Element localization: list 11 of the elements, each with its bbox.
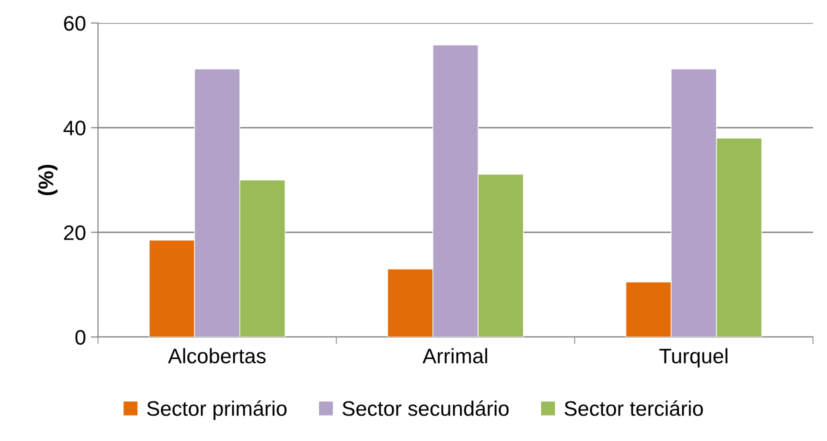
x-tick-label: Turquel [659,348,728,368]
y-tick-label: 60 [64,16,86,31]
x-tick-label: Arrimal [422,348,488,364]
legend-label: Sector primário [147,400,287,420]
legend-label: Sector terciário [564,400,703,416]
y-tick-label: 20 [64,225,86,240]
y-tick-label: 0 [75,330,86,345]
y-tick-label: 40 [64,120,86,136]
y-axis-title: (%) [38,164,58,196]
x-tick-label: Alcobertas [168,348,266,364]
legend-label: Sector secundário [342,400,509,416]
